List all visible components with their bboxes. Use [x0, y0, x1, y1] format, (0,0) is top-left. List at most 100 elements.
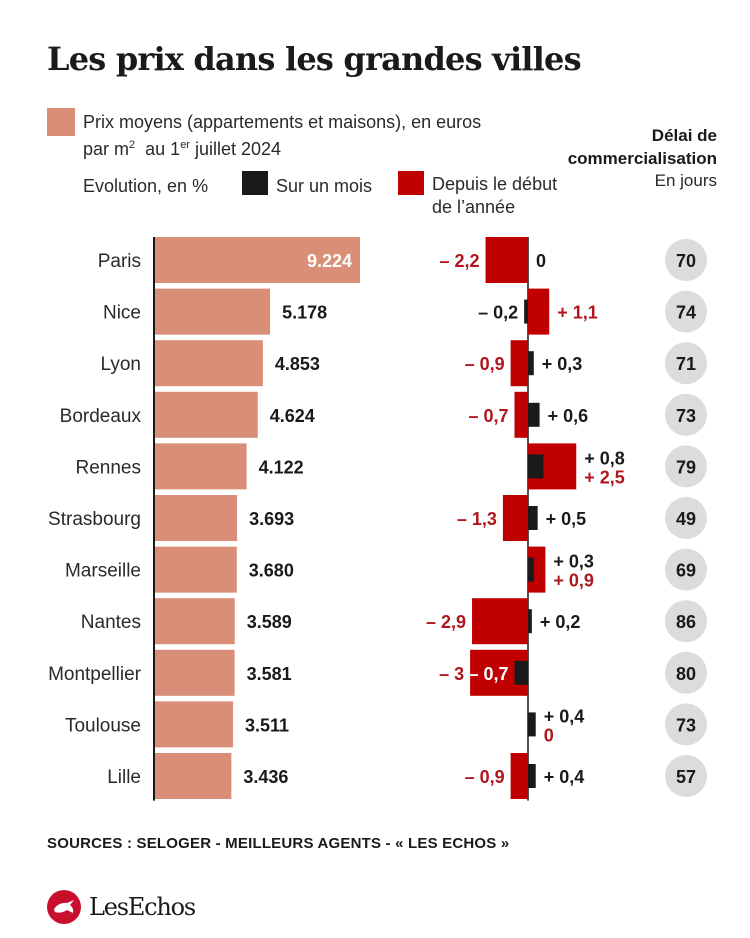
price-bar: [155, 701, 234, 748]
month-bar: [528, 506, 538, 530]
delai-value: 57: [676, 767, 696, 787]
delai-circle: [665, 703, 707, 746]
category-label: Nantes: [81, 612, 141, 633]
year-legend-label-1: Depuis le début: [432, 174, 558, 194]
year-label: + 2,5: [584, 467, 625, 487]
month-label: + 0,4: [544, 767, 585, 787]
delai-subheading: En jours: [654, 171, 717, 190]
price-legend-swatch: [47, 108, 75, 136]
delai-value: 73: [676, 715, 696, 735]
year-bar: [510, 340, 528, 387]
price-bar: [155, 649, 235, 696]
category-label: Montpellier: [48, 664, 142, 685]
delai-circle: [665, 651, 707, 694]
year-label: – 0,9: [465, 767, 505, 787]
month-bar: [528, 712, 536, 737]
month-label: + 0,3: [542, 354, 583, 374]
category-label: Toulouse: [65, 715, 141, 736]
price-label: 3.693: [249, 509, 294, 529]
year-bar: [510, 753, 528, 799]
sources-note: SOURCES : SELOGER - MEILLEURS AGENTS - «…: [47, 835, 510, 852]
month-label: + 0,6: [548, 406, 589, 426]
price-legend-line1: Prix moyens (appartements et maisons), e…: [83, 112, 482, 132]
price-bar: [155, 495, 238, 541]
les-echos-logo: LesEchos: [47, 890, 196, 924]
month-legend-label: Sur un mois: [276, 176, 373, 196]
year-label: – 0,9: [465, 354, 505, 374]
delai-circle: [665, 755, 707, 797]
price-label: 3.581: [247, 664, 292, 684]
delai-value: 73: [676, 406, 696, 426]
category-label: Rennes: [76, 457, 142, 478]
delai-value: 86: [676, 612, 696, 632]
month-bar: [514, 660, 528, 685]
delai-circle: [665, 445, 707, 488]
price-bar: [155, 340, 263, 387]
price-bar: [155, 546, 237, 593]
month-legend-swatch: [242, 171, 268, 195]
year-label: – 0,7: [468, 406, 508, 426]
price-label: 4.122: [259, 457, 304, 477]
month-bar: [528, 764, 536, 788]
delai-circle: [665, 600, 707, 643]
month-label: + 0,8: [584, 448, 625, 468]
price-bar: [155, 443, 247, 490]
category-label: Lyon: [101, 354, 142, 375]
year-legend-label-2: de l’année: [432, 197, 516, 217]
delai-value: 71: [676, 354, 696, 374]
year-bar: [485, 237, 528, 283]
les-echos-emblem-icon: [47, 890, 81, 924]
delai-value: 69: [676, 561, 696, 581]
year-bar: [528, 288, 550, 335]
month-bar: [528, 454, 544, 479]
delai-circle: [665, 548, 707, 591]
delai-value: 79: [676, 457, 696, 477]
month-bar: [524, 299, 528, 324]
month-label: + 0,4: [544, 706, 585, 726]
price-bar: [155, 598, 235, 645]
month-bar: [528, 351, 534, 376]
delai-circle: [665, 497, 707, 539]
month-label: – 0,7: [468, 664, 508, 684]
price-label: 4.853: [275, 354, 320, 374]
price-label: 4.624: [270, 406, 315, 426]
delai-value: 80: [676, 664, 696, 684]
year-bar: [472, 598, 528, 645]
delai-circle: [665, 239, 707, 281]
delai-circle: [665, 342, 707, 385]
year-label: – 3: [439, 664, 464, 684]
evolution-label: Evolution, en %: [83, 176, 209, 196]
price-label: 9.224: [307, 251, 352, 271]
month-bar: [528, 609, 532, 634]
les-echos-wordmark: LesEchos: [89, 893, 196, 921]
price-bar: [155, 237, 360, 283]
year-label: – 2,9: [426, 612, 466, 632]
price-label: 5.178: [282, 303, 327, 323]
month-bar: [528, 557, 534, 582]
year-bar: [514, 391, 528, 438]
year-label: + 1,1: [557, 303, 598, 323]
month-label: – 0,2: [478, 303, 518, 323]
year-label: – 1,3: [457, 509, 497, 529]
month-label: 0: [536, 251, 546, 271]
delai-value: 49: [676, 509, 696, 529]
price-label: 3.589: [247, 612, 292, 632]
category-label: Lille: [107, 767, 141, 788]
delai-value: 74: [676, 303, 696, 323]
price-label: 3.680: [249, 561, 294, 581]
delai-circle: [665, 393, 707, 436]
category-label: Bordeaux: [60, 406, 142, 427]
month-label: + 0,5: [546, 509, 587, 529]
category-label: Paris: [98, 251, 141, 272]
month-label: + 0,3: [553, 552, 594, 572]
month-label: + 0,2: [540, 612, 581, 632]
price-label: 3.436: [243, 767, 288, 787]
year-label: – 2,2: [439, 251, 479, 271]
year-label: + 0,9: [553, 571, 594, 591]
category-label: Nice: [103, 303, 141, 324]
year-bar: [502, 495, 528, 541]
category-label: Marseille: [65, 561, 141, 582]
delai-circle: [665, 290, 707, 333]
price-label: 3.511: [245, 715, 289, 735]
